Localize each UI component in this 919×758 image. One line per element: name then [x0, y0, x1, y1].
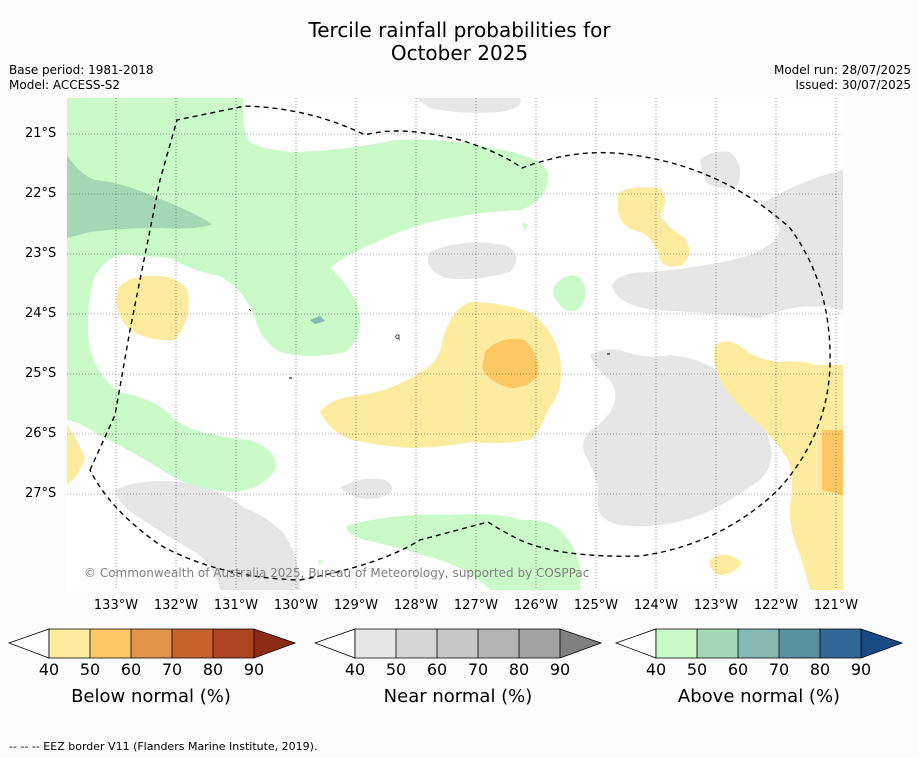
colorbar-tick: 90: [850, 660, 872, 679]
map-title: Tercile rainfall probabilities for Octob…: [0, 19, 919, 65]
model-name: Model: ACCESS-S2: [9, 78, 121, 92]
lon-label: 130°W: [273, 598, 319, 613]
colorbar-over-arrow: [861, 629, 902, 658]
colorbar-tick: 60: [426, 660, 448, 679]
colorbar-title: Above normal (%): [677, 686, 841, 707]
lon-label: 133°W: [93, 598, 139, 613]
colorbar-title: Below normal (%): [71, 686, 231, 707]
colorbar-over-arrow: [254, 629, 295, 658]
below-normal-40-50-regions: [67, 187, 843, 590]
lon-label: 131°W: [213, 598, 259, 613]
colorbar-swatch: [738, 629, 779, 658]
colorbar-over-arrow: [560, 629, 601, 658]
colorbar-tick: 40: [38, 660, 60, 679]
colorbar-swatch: [519, 629, 560, 658]
metadata-left: Base period: 1981-2018 Model: ACCESS-S2: [9, 63, 154, 93]
colorbar-tick: 50: [385, 660, 407, 679]
colorbar-below-normal-swatches: [8, 628, 297, 659]
model-run: Model run: 28/07/2025: [773, 63, 911, 77]
colorbar-tick: 70: [467, 660, 489, 679]
lon-label: 125°W: [573, 598, 619, 613]
eez-footnote: -- -- -- EEZ border V11 (Flanders Marine…: [9, 740, 318, 753]
eez-border: [89, 105, 831, 581]
colorbar-tick: 80: [202, 660, 224, 679]
lon-label: 122°W: [753, 598, 799, 613]
above-normal-50-60-region: [67, 155, 212, 238]
lon-label: 126°W: [513, 598, 559, 613]
colorbar-swatch: [437, 629, 478, 658]
lat-label: 22°S: [25, 186, 57, 201]
below-normal-50-60-regions: [482, 338, 843, 495]
colorbar-tick: 90: [243, 660, 265, 679]
colorbar-tick: 90: [549, 660, 571, 679]
near-normal-regions: [115, 98, 843, 590]
colorbar-swatch: [656, 629, 697, 658]
lon-label: 128°W: [393, 598, 439, 613]
colorbar-tick: 70: [161, 660, 183, 679]
lon-label: 121°W: [813, 598, 859, 613]
lat-label: 27°S: [25, 486, 57, 501]
colorbar-above-normal-swatches: [615, 628, 904, 659]
colorbar-swatch: [478, 629, 519, 658]
colorbar-under-arrow: [314, 628, 356, 659]
title-line-2: October 2025: [390, 41, 529, 65]
colorbar-swatch: [355, 629, 396, 658]
colorbar-swatch: [172, 629, 213, 658]
lon-label: 123°W: [693, 598, 739, 613]
colorbar-tick: 40: [344, 660, 366, 679]
lat-label: 26°S: [25, 426, 57, 441]
metadata-right: Model run: 28/07/2025 Issued: 30/07/2025: [774, 63, 911, 93]
lon-label: 129°W: [333, 598, 379, 613]
title-line-1: Tercile rainfall probabilities for: [308, 18, 611, 42]
colorbar-under-arrow: [615, 628, 657, 659]
above-normal-60-70-spot: [310, 316, 325, 324]
lat-label: 21°S: [25, 126, 57, 141]
colorbar-near-normal-swatches: [314, 628, 603, 659]
base-period: Base period: 1981-2018: [9, 63, 154, 77]
colorbar-tick: 50: [79, 660, 101, 679]
colorbar-under-arrow: [8, 628, 50, 659]
colorbar-swatch: [49, 629, 90, 658]
lat-label: 23°S: [25, 246, 57, 261]
lon-label: 124°W: [633, 598, 679, 613]
above-normal-40-50-regions: [67, 98, 586, 590]
lat-label: 25°S: [25, 366, 57, 381]
colorbar-title: Near normal (%): [383, 686, 533, 707]
colorbar-swatch: [779, 629, 820, 658]
colorbar-swatch: [396, 629, 437, 658]
issued-date: Issued: 30/07/2025: [795, 78, 911, 92]
colorbar-swatch: [131, 629, 172, 658]
probability-map: q: [67, 98, 843, 590]
colorbar-tick: 60: [120, 660, 142, 679]
colorbar-tick: 60: [727, 660, 749, 679]
lon-label: 132°W: [153, 598, 199, 613]
colorbar-tick: 80: [809, 660, 831, 679]
island-marker: q: [395, 332, 400, 341]
lon-label: 127°W: [453, 598, 499, 613]
colorbar-tick: 40: [645, 660, 667, 679]
colorbar-swatch: [820, 629, 861, 658]
colorbar-swatch: [90, 629, 131, 658]
graticule: [67, 98, 843, 590]
colorbar-tick: 70: [768, 660, 790, 679]
lat-label: 24°S: [25, 306, 57, 321]
colorbar-tick: 50: [686, 660, 708, 679]
colorbar-swatch: [213, 629, 254, 658]
copyright-notice: © Commonwealth of Australia 2025, Bureau…: [84, 566, 590, 580]
island-marker: [248, 308, 252, 312]
colorbar-tick: 80: [508, 660, 530, 679]
colorbar-swatch: [697, 629, 738, 658]
